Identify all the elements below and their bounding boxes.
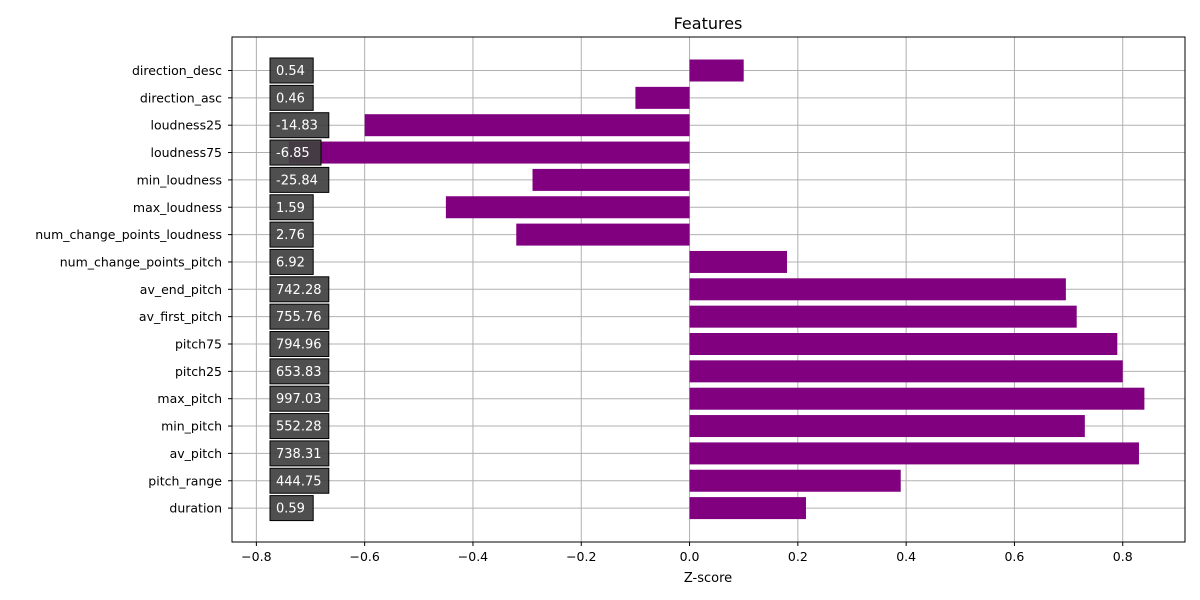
x-tick-label: 0.8 xyxy=(1113,549,1133,564)
value-label: 0.54 xyxy=(276,64,305,79)
value-label-box xyxy=(269,358,330,385)
x-tick-label: −0.2 xyxy=(566,549,596,564)
bar xyxy=(689,415,1085,438)
bar xyxy=(689,250,788,273)
bar xyxy=(364,114,690,137)
value-label-box xyxy=(269,194,314,221)
y-tick-label: pitch_range xyxy=(148,473,222,488)
value-label: -14.83 xyxy=(276,119,318,134)
x-tick-label: 0.2 xyxy=(788,549,808,564)
bar xyxy=(516,223,690,246)
bar xyxy=(689,278,1066,301)
y-tick-label: num_change_points_loudness xyxy=(35,227,222,242)
x-axis-label: Z-score xyxy=(684,571,732,586)
bar xyxy=(689,469,901,492)
value-label-box xyxy=(269,495,314,522)
y-tick-label: av_pitch xyxy=(170,446,222,461)
value-label: 552.28 xyxy=(276,420,322,435)
y-tick-label: loudness75 xyxy=(150,145,222,160)
value-label-box xyxy=(269,166,330,193)
x-tick-label: −0.8 xyxy=(241,549,271,564)
y-tick-label: av_first_pitch xyxy=(139,309,222,324)
value-label: 997.03 xyxy=(276,392,322,407)
value-label-box xyxy=(269,112,330,139)
chart-title: Features xyxy=(674,14,743,33)
y-tick-label: direction_desc xyxy=(132,63,222,78)
x-tick-label: 0.4 xyxy=(896,549,916,564)
y-tick-label: loudness25 xyxy=(150,118,222,133)
value-label: 1.59 xyxy=(276,201,305,216)
y-axis-ticks: direction_desc direction_asc loudness25 lou… xyxy=(35,63,232,516)
value-label: -25.84 xyxy=(276,173,318,188)
y-tick-label: av_end_pitch xyxy=(140,282,222,297)
x-tick-label: −0.4 xyxy=(458,549,488,564)
bar xyxy=(689,305,1077,328)
y-tick-label: num_change_points_pitch xyxy=(60,254,222,269)
bar xyxy=(689,387,1145,410)
value-label: 738.31 xyxy=(276,447,322,462)
value-label-box xyxy=(269,331,330,357)
y-tick-label: min_loudness xyxy=(137,172,222,187)
value-label-box xyxy=(269,413,330,440)
value-label: 794.96 xyxy=(276,338,322,353)
y-tick-label: duration xyxy=(169,501,222,516)
value-label: 0.46 xyxy=(276,91,305,106)
value-label-box xyxy=(269,276,330,303)
value-label: 742.28 xyxy=(276,283,322,298)
y-tick-label: max_pitch xyxy=(157,391,222,406)
y-tick-label: min_pitch xyxy=(161,419,222,434)
value-label: 6.92 xyxy=(276,255,305,270)
value-label: 0.59 xyxy=(276,502,305,517)
bar xyxy=(689,360,1123,383)
y-tick-label: pitch75 xyxy=(175,337,222,352)
value-labels: 0.54 0.46 -14.83 -6.85 -25.84 1.59 2.76 6.92 742… xyxy=(269,57,330,522)
bars xyxy=(288,59,1145,520)
value-label-box xyxy=(269,221,314,248)
value-label-box xyxy=(269,303,330,330)
bar xyxy=(445,196,690,219)
value-label: 2.76 xyxy=(276,228,305,243)
value-label-box xyxy=(269,467,330,494)
bar xyxy=(532,168,690,191)
bar xyxy=(689,442,1139,465)
x-tick-label: 0.0 xyxy=(680,549,700,564)
value-label: 755.76 xyxy=(276,310,322,325)
bar xyxy=(689,59,744,82)
y-tick-label: direction_asc xyxy=(140,90,222,105)
value-label: -6.85 xyxy=(276,146,310,161)
y-tick-label: pitch25 xyxy=(175,364,222,379)
bar xyxy=(635,86,690,109)
value-label-box xyxy=(269,139,322,166)
bar xyxy=(689,497,806,520)
value-label: 444.75 xyxy=(276,474,322,489)
x-tick-label: −0.6 xyxy=(349,549,379,564)
bar xyxy=(689,333,1118,355)
value-label-box xyxy=(269,57,314,84)
x-tick-label: 0.6 xyxy=(1004,549,1024,564)
bar xyxy=(288,141,690,164)
value-label-box xyxy=(269,385,330,412)
value-label-box xyxy=(269,248,314,275)
value-label: 653.83 xyxy=(276,365,322,380)
x-axis-ticks: −0.8 −0.6 −0.4 −0.2 0.0 0.2 0.4 0.6 0.8 xyxy=(241,542,1133,564)
value-label-box xyxy=(269,440,330,467)
value-label-box xyxy=(269,84,314,111)
y-tick-label: max_loudness xyxy=(133,200,222,215)
